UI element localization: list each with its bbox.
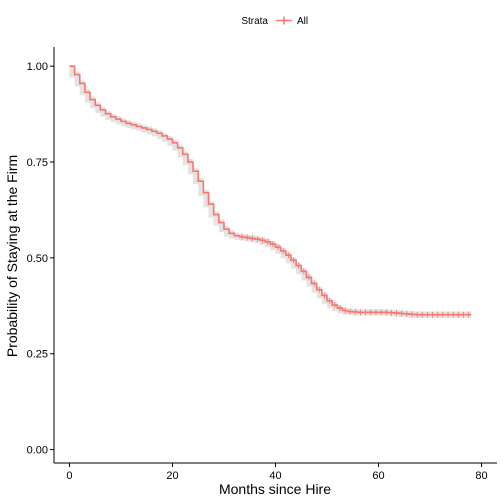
plot-area [69,65,472,318]
x-axis-title: Months since Hire [219,481,331,497]
y-tick-label: 0.75 [27,157,48,169]
y-tick-label: 0.50 [27,253,48,265]
x-axis-ticks: 0 20 40 60 80 [66,463,488,482]
x-tick-label: 20 [166,470,178,482]
y-tick-label: 1.00 [27,61,48,73]
legend-key [276,16,292,25]
censor-marks [241,233,470,318]
x-tick-label: 80 [475,470,487,482]
legend-entry-all: All [297,16,308,27]
x-tick-label: 0 [66,470,72,482]
survival-curve-all [69,65,472,316]
y-tick-label: 0.25 [27,349,48,361]
legend-title: Strata [241,16,268,27]
y-tick-label: 0.00 [27,445,48,457]
x-tick-label: 60 [372,470,384,482]
x-tick-label: 40 [269,470,281,482]
y-axis-ticks: 0.00 0.25 0.50 0.75 1.00 [27,61,54,457]
confidence-band [69,66,472,318]
y-axis-title: Probability of Staying at the Firm [4,155,20,357]
legend: Strata All [241,16,308,27]
